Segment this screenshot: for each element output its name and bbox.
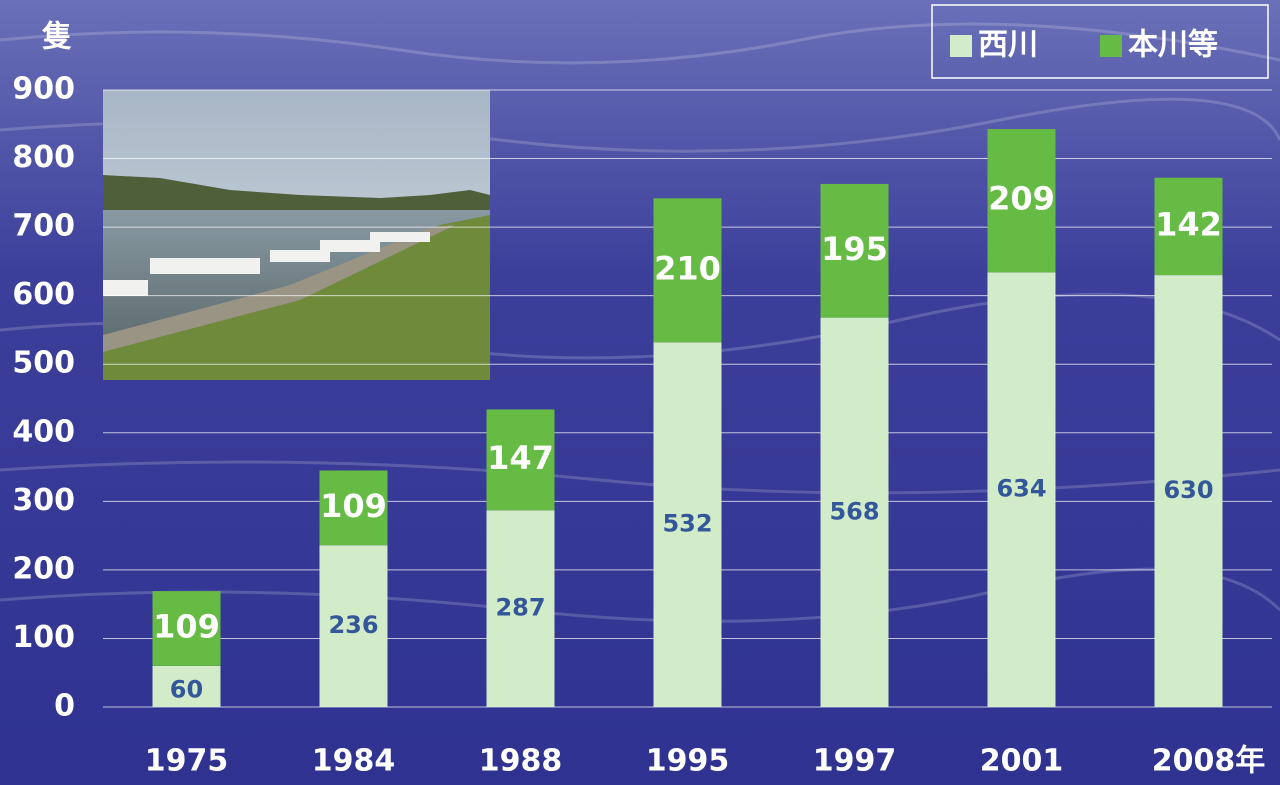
bar-segment [820, 183, 889, 318]
y-tick-label: 900 [12, 72, 75, 107]
value-label: 147 [487, 439, 554, 477]
value-label: 568 [829, 497, 879, 525]
bar-segment [319, 470, 388, 546]
value-label: 195 [821, 230, 888, 268]
value-label: 634 [996, 475, 1046, 503]
x-tick-label: 1984 [312, 744, 396, 779]
bar-segment [152, 591, 221, 666]
x-tick-label: 1997 [813, 744, 897, 779]
y-tick-label: 0 [54, 689, 75, 724]
x-tick-label: 1988 [479, 744, 563, 779]
bar-segment [820, 317, 889, 707]
legend [931, 4, 1269, 79]
y-tick-label: 700 [12, 209, 75, 244]
legend-label: 西川 [978, 28, 1038, 63]
value-label: 236 [328, 611, 378, 639]
y-axis-label: 隻 [42, 20, 72, 55]
x-tick-label: 1975 [145, 744, 229, 779]
value-label: 287 [495, 594, 545, 622]
bar-segment [653, 198, 722, 343]
value-label: 210 [654, 249, 721, 287]
y-tick-label: 600 [12, 277, 75, 312]
legend-box [931, 4, 1269, 79]
bar-segment [1154, 177, 1223, 276]
value-label: 630 [1163, 476, 1213, 504]
bar-segment [486, 409, 555, 511]
y-tick-label: 400 [12, 414, 75, 449]
y-tick-label: 300 [12, 483, 75, 518]
value-label: 209 [988, 180, 1055, 218]
y-tick-label: 200 [12, 551, 75, 586]
y-tick-label: 100 [12, 620, 75, 655]
bar-segment [319, 545, 388, 707]
photo-inset [103, 90, 490, 380]
value-label: 532 [662, 510, 712, 538]
value-label: 109 [153, 608, 220, 646]
bar-segment [152, 665, 221, 707]
x-tick-label: 1995 [646, 744, 730, 779]
x-tick-label: 2008年 [1152, 744, 1266, 779]
y-tick-label: 800 [12, 140, 75, 175]
bar-segment [1154, 275, 1223, 707]
bar-segment [987, 129, 1056, 273]
y-tick-label: 500 [12, 346, 75, 381]
value-label: 109 [320, 487, 387, 525]
legend-label: 本川等 [1128, 28, 1218, 63]
bar-segment [486, 510, 555, 707]
legend-swatch [1100, 35, 1122, 57]
legend-swatch [950, 35, 972, 57]
value-label: 60 [170, 675, 203, 703]
bar-segment [653, 342, 722, 707]
value-label: 142 [1155, 205, 1222, 243]
x-tick-label: 2001 [980, 744, 1064, 779]
bar-segment [987, 272, 1056, 707]
